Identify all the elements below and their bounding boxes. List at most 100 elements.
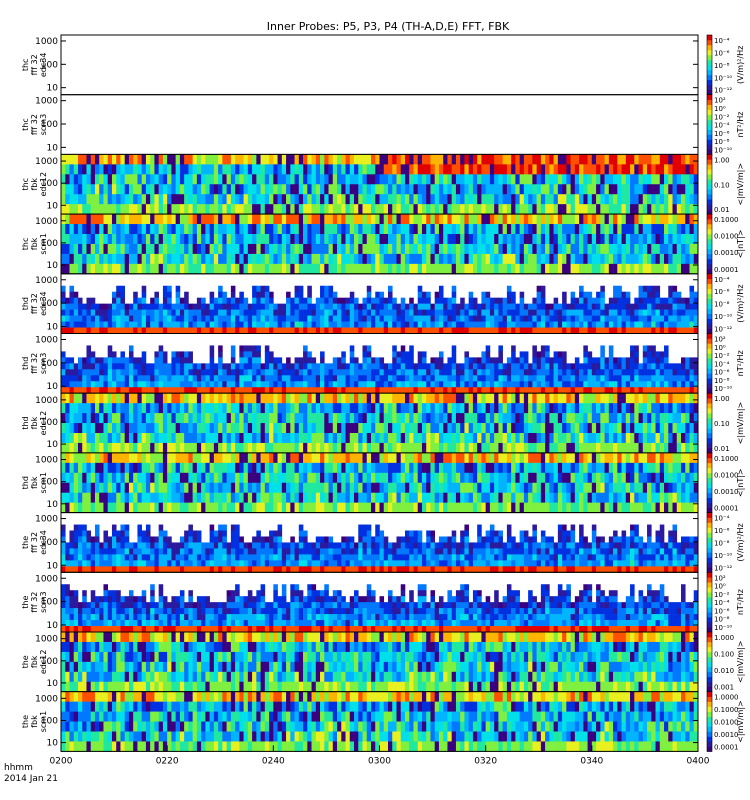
cell xyxy=(196,321,202,328)
cell xyxy=(99,462,104,474)
cell xyxy=(94,492,100,503)
cell xyxy=(94,369,100,376)
cell xyxy=(557,174,563,185)
cell xyxy=(175,321,181,328)
colorbar-segment xyxy=(707,194,712,200)
cell xyxy=(676,433,682,444)
cell xyxy=(545,393,550,404)
cell xyxy=(540,174,546,185)
cell xyxy=(579,164,584,175)
cell xyxy=(235,263,240,275)
cell xyxy=(247,224,253,235)
cell xyxy=(396,309,402,316)
cell xyxy=(201,327,206,334)
cell xyxy=(141,393,147,404)
cell xyxy=(298,154,304,165)
cell xyxy=(553,224,559,235)
cell xyxy=(230,224,236,235)
cell xyxy=(553,363,559,370)
cell xyxy=(676,413,682,424)
cell xyxy=(192,194,198,205)
cell xyxy=(383,204,389,215)
cell xyxy=(506,381,512,388)
cell xyxy=(672,243,678,255)
cell xyxy=(430,375,436,382)
cell xyxy=(315,154,321,165)
cell xyxy=(621,253,627,265)
y-tick-label: 1000 xyxy=(35,335,58,345)
cell xyxy=(213,375,219,382)
cell xyxy=(337,309,342,316)
cell xyxy=(141,285,147,293)
cell xyxy=(205,321,210,328)
cell xyxy=(587,303,593,310)
cell xyxy=(400,433,406,444)
cell xyxy=(502,263,508,275)
cell xyxy=(82,462,87,474)
cell xyxy=(69,327,75,334)
cell xyxy=(455,381,461,388)
cell xyxy=(443,387,448,394)
cell xyxy=(417,321,423,328)
cell xyxy=(65,243,70,255)
cell xyxy=(341,204,346,215)
cell xyxy=(375,315,380,322)
cell xyxy=(77,327,83,334)
cell xyxy=(226,224,232,235)
cell xyxy=(613,154,618,165)
cell xyxy=(337,154,342,165)
cell xyxy=(230,214,236,225)
cell xyxy=(61,403,66,414)
cell xyxy=(184,154,189,165)
cell xyxy=(591,375,597,382)
cell xyxy=(464,184,469,195)
cell xyxy=(103,502,109,513)
cell xyxy=(235,403,240,414)
cell xyxy=(111,297,117,304)
cell xyxy=(502,387,508,394)
cell xyxy=(201,297,206,304)
cell xyxy=(286,327,291,334)
cell xyxy=(494,309,499,316)
cell xyxy=(638,224,644,235)
cell xyxy=(320,381,325,388)
cell xyxy=(485,381,491,388)
cell xyxy=(65,253,70,265)
cell xyxy=(171,423,176,434)
cell xyxy=(184,381,189,388)
cell xyxy=(438,164,444,175)
cell xyxy=(111,321,117,328)
cell xyxy=(587,297,593,304)
cell xyxy=(247,303,253,310)
cell xyxy=(137,184,142,195)
colorbar-segment xyxy=(707,313,712,319)
cell xyxy=(647,327,652,334)
cell xyxy=(447,403,452,414)
cell xyxy=(579,413,584,424)
cell xyxy=(642,224,648,235)
cell xyxy=(277,393,283,404)
cell xyxy=(82,433,87,444)
cell xyxy=(375,164,380,175)
cell xyxy=(196,154,202,165)
cell xyxy=(128,381,134,388)
cell xyxy=(400,369,406,376)
cell xyxy=(103,472,109,484)
cell xyxy=(277,315,283,322)
cell xyxy=(536,369,542,376)
cell xyxy=(532,184,537,195)
cell xyxy=(489,363,495,370)
cell xyxy=(489,357,495,364)
cell xyxy=(230,164,236,175)
cell xyxy=(311,413,317,424)
cell xyxy=(222,253,227,265)
cell xyxy=(107,174,113,185)
cell xyxy=(693,174,699,185)
cell xyxy=(277,423,283,434)
cell xyxy=(73,442,79,454)
cell xyxy=(128,492,134,503)
cell xyxy=(247,253,253,265)
cell xyxy=(290,375,295,382)
cell xyxy=(65,492,70,503)
cell xyxy=(634,164,639,175)
